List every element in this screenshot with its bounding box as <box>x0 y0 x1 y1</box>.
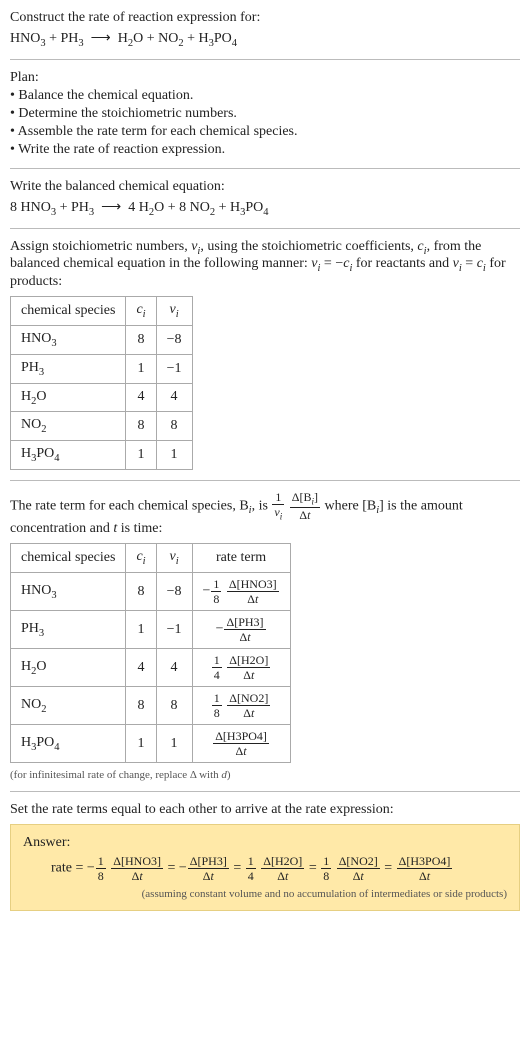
balanced-equation: 8 HNO3 + PH3 ⟶ 4 H2O + 8 NO2 + H3PO4 <box>10 199 520 218</box>
plan-item: • Assemble the rate term for each chemic… <box>10 124 520 140</box>
table2-footnote: (for infinitesimal rate of change, repla… <box>10 769 520 781</box>
col-ci: ci <box>126 297 156 326</box>
table-row: H3PO4 1 1 Δ[H3PO4]Δt <box>11 725 291 763</box>
col-species: chemical species <box>11 544 126 573</box>
table-row: H2O 4 4 <box>11 383 193 412</box>
cell-species: H3PO4 <box>11 441 126 470</box>
answer-box: Answer: rate = −18 Δ[HNO3]Δt = −Δ[PH3]Δt… <box>10 824 520 911</box>
cell-species: PH3 <box>11 354 126 383</box>
cell-vi: −8 <box>156 573 192 611</box>
cell-species: HNO3 <box>11 325 126 354</box>
cell-ci: 8 <box>126 325 156 354</box>
cell-rate: Δ[H3PO4]Δt <box>192 725 290 763</box>
cell-vi: 4 <box>156 383 192 412</box>
divider <box>10 480 520 481</box>
col-rate: rate term <box>192 544 290 573</box>
cell-rate: 18 Δ[NO2]Δt <box>192 687 290 725</box>
col-vi: νi <box>156 297 192 326</box>
cell-vi: −1 <box>156 354 192 383</box>
cell-rate: 14 Δ[H2O]Δt <box>192 649 290 687</box>
col-species: chemical species <box>11 297 126 326</box>
cell-species: H2O <box>11 383 126 412</box>
rate-term-intro: The rate term for each chemical species,… <box>10 491 520 537</box>
cell-ci: 4 <box>126 383 156 412</box>
cell-vi: 1 <box>156 441 192 470</box>
cell-vi: 4 <box>156 649 192 687</box>
table-row: PH3 1 −1 −Δ[PH3]Δt <box>11 611 291 649</box>
table-row: NO2 8 8 <box>11 412 193 441</box>
cell-species: PH3 <box>11 611 126 649</box>
divider <box>10 59 520 60</box>
balanced-intro: Write the balanced chemical equation: <box>10 179 520 195</box>
answer-label: Answer: <box>23 835 507 851</box>
col-vi: νi <box>156 544 192 573</box>
table-row: H2O 4 4 14 Δ[H2O]Δt <box>11 649 291 687</box>
divider <box>10 228 520 229</box>
cell-vi: −8 <box>156 325 192 354</box>
cell-ci: 1 <box>126 441 156 470</box>
cell-species: NO2 <box>11 687 126 725</box>
rate-term-table: chemical species ci νi rate term HNO3 8 … <box>10 543 291 763</box>
cell-ci: 1 <box>126 725 156 763</box>
cell-rate: −18 Δ[HNO3]Δt <box>192 573 290 611</box>
final-intro: Set the rate terms equal to each other t… <box>10 802 520 818</box>
plan-item: • Determine the stoichiometric numbers. <box>10 106 520 122</box>
plan-item: • Write the rate of reaction expression. <box>10 142 520 158</box>
cell-ci: 8 <box>126 412 156 441</box>
unbalanced-equation: HNO3 + PH3 ⟶ H2O + NO2 + H3PO4 <box>10 30 520 49</box>
cell-ci: 1 <box>126 354 156 383</box>
col-ci: ci <box>126 544 156 573</box>
divider <box>10 791 520 792</box>
cell-vi: −1 <box>156 611 192 649</box>
table-row: H3PO4 1 1 <box>11 441 193 470</box>
cell-species: HNO3 <box>11 573 126 611</box>
answer-note: (assuming constant volume and no accumul… <box>23 888 507 900</box>
stoich-table: chemical species ci νi HNO3 8 −8 PH3 1 −… <box>10 296 193 470</box>
table-row: PH3 1 −1 <box>11 354 193 383</box>
cell-rate: −Δ[PH3]Δt <box>192 611 290 649</box>
table-row: HNO3 8 −8 <box>11 325 193 354</box>
plan-bullets: • Balance the chemical equation. • Deter… <box>10 88 520 158</box>
cell-vi: 1 <box>156 725 192 763</box>
cell-species: H3PO4 <box>11 725 126 763</box>
divider <box>10 168 520 169</box>
cell-ci: 4 <box>126 649 156 687</box>
cell-ci: 8 <box>126 573 156 611</box>
prompt-text: Construct the rate of reaction expressio… <box>10 10 520 26</box>
answer-expression: rate = −18 Δ[HNO3]Δt = −Δ[PH3]Δt = 14 Δ[… <box>51 855 507 882</box>
cell-species: NO2 <box>11 412 126 441</box>
cell-vi: 8 <box>156 687 192 725</box>
cell-vi: 8 <box>156 412 192 441</box>
table-row: NO2 8 8 18 Δ[NO2]Δt <box>11 687 291 725</box>
plan-item: • Balance the chemical equation. <box>10 88 520 104</box>
cell-species: H2O <box>11 649 126 687</box>
cell-ci: 8 <box>126 687 156 725</box>
table-row: HNO3 8 −8 −18 Δ[HNO3]Δt <box>11 573 291 611</box>
plan-title: Plan: <box>10 70 520 86</box>
table-header-row: chemical species ci νi <box>11 297 193 326</box>
cell-ci: 1 <box>126 611 156 649</box>
stoich-intro: Assign stoichiometric numbers, νi, using… <box>10 239 520 291</box>
table-header-row: chemical species ci νi rate term <box>11 544 291 573</box>
